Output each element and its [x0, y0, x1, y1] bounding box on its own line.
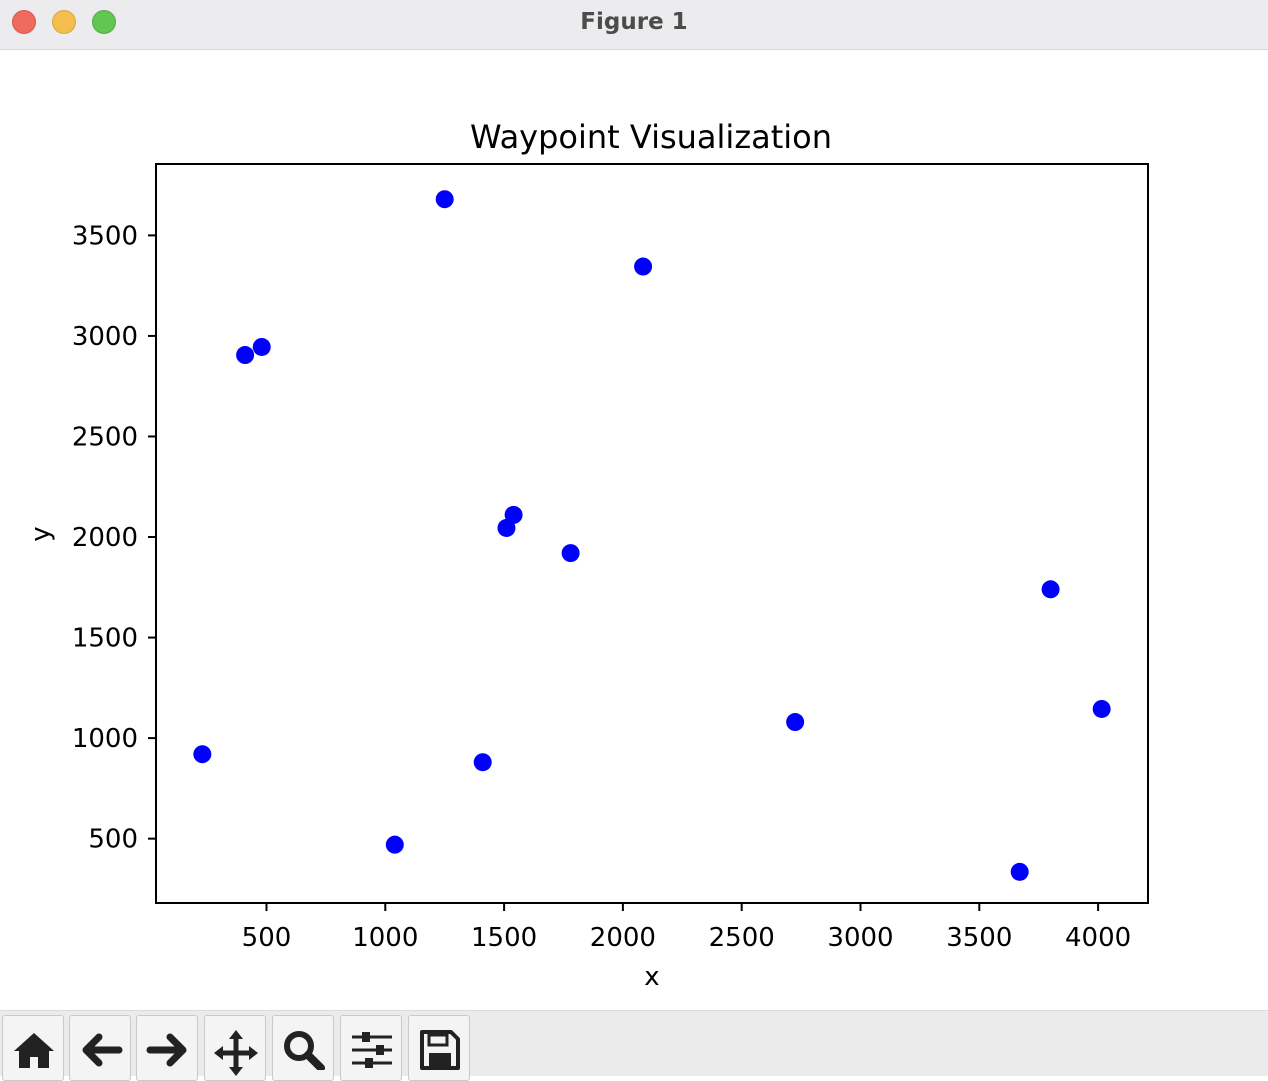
y-tick-label: 2500 — [72, 422, 138, 452]
y-axis: 500 1000 1500 2000 2500 3000 3500 — [72, 221, 156, 855]
y-tick-label: 1500 — [72, 624, 138, 654]
close-window-button[interactable] — [12, 10, 36, 34]
y-tick-label: 500 — [88, 825, 138, 855]
floppy-disk-icon — [420, 1030, 460, 1070]
x-tick-label: 1000 — [352, 923, 418, 953]
data-point — [473, 753, 492, 772]
x-tick-label: 2500 — [709, 923, 775, 953]
home-icon — [14, 1033, 54, 1068]
x-tick-label: 3500 — [946, 923, 1012, 953]
maximize-window-button[interactable] — [92, 10, 116, 34]
home-button[interactable] — [2, 1015, 64, 1081]
forward-button[interactable] — [136, 1015, 198, 1081]
data-point — [497, 518, 516, 537]
sliders-icon — [352, 1032, 392, 1068]
data-point — [1010, 862, 1029, 881]
y-tick-label: 3000 — [72, 322, 138, 352]
data-point — [236, 346, 255, 365]
data-point — [561, 544, 580, 563]
x-tick-label: 4000 — [1065, 923, 1131, 953]
y-tick-label: 3500 — [72, 221, 138, 251]
minimize-window-button[interactable] — [52, 10, 76, 34]
x-tick-label: 500 — [242, 923, 292, 953]
data-point — [193, 745, 212, 764]
arrow-left-icon — [82, 1033, 123, 1067]
data-point — [634, 257, 653, 276]
x-axis: 500 1000 1500 2000 2500 3000 3500 4000 — [242, 903, 1131, 953]
data-point — [1041, 580, 1060, 599]
x-tick-label: 2000 — [590, 923, 656, 953]
scatter-plot: Waypoint Visualization 500 1000 1500 2000 25… — [26, 118, 1149, 992]
save-button[interactable] — [408, 1015, 470, 1081]
chart-title: Waypoint Visualization — [470, 118, 832, 156]
window-title: Figure 1 — [580, 9, 688, 35]
configure-subplots-button[interactable] — [340, 1015, 402, 1081]
zoom-button[interactable] — [272, 1015, 334, 1081]
data-point — [385, 835, 404, 854]
data-point — [1092, 699, 1111, 718]
x-tick-label: 1500 — [471, 923, 537, 953]
move-icon — [214, 1030, 258, 1076]
arrow-right-icon — [146, 1033, 187, 1067]
data-point — [252, 337, 271, 356]
x-axis-label: x — [644, 962, 659, 992]
data-points — [193, 190, 1111, 881]
back-button[interactable] — [69, 1015, 131, 1081]
magnifier-icon — [284, 1031, 325, 1070]
navigation-toolbar — [0, 1010, 1268, 1081]
window-titlebar: Figure 1 — [0, 0, 1268, 50]
x-tick-label: 3000 — [827, 923, 893, 953]
y-tick-label: 2000 — [72, 523, 138, 553]
y-axis-label: y — [26, 526, 56, 541]
plot-area — [155, 163, 1149, 904]
data-point — [435, 190, 454, 209]
pan-button[interactable] — [204, 1015, 266, 1081]
data-point — [786, 713, 805, 732]
y-tick-label: 1000 — [72, 724, 138, 754]
